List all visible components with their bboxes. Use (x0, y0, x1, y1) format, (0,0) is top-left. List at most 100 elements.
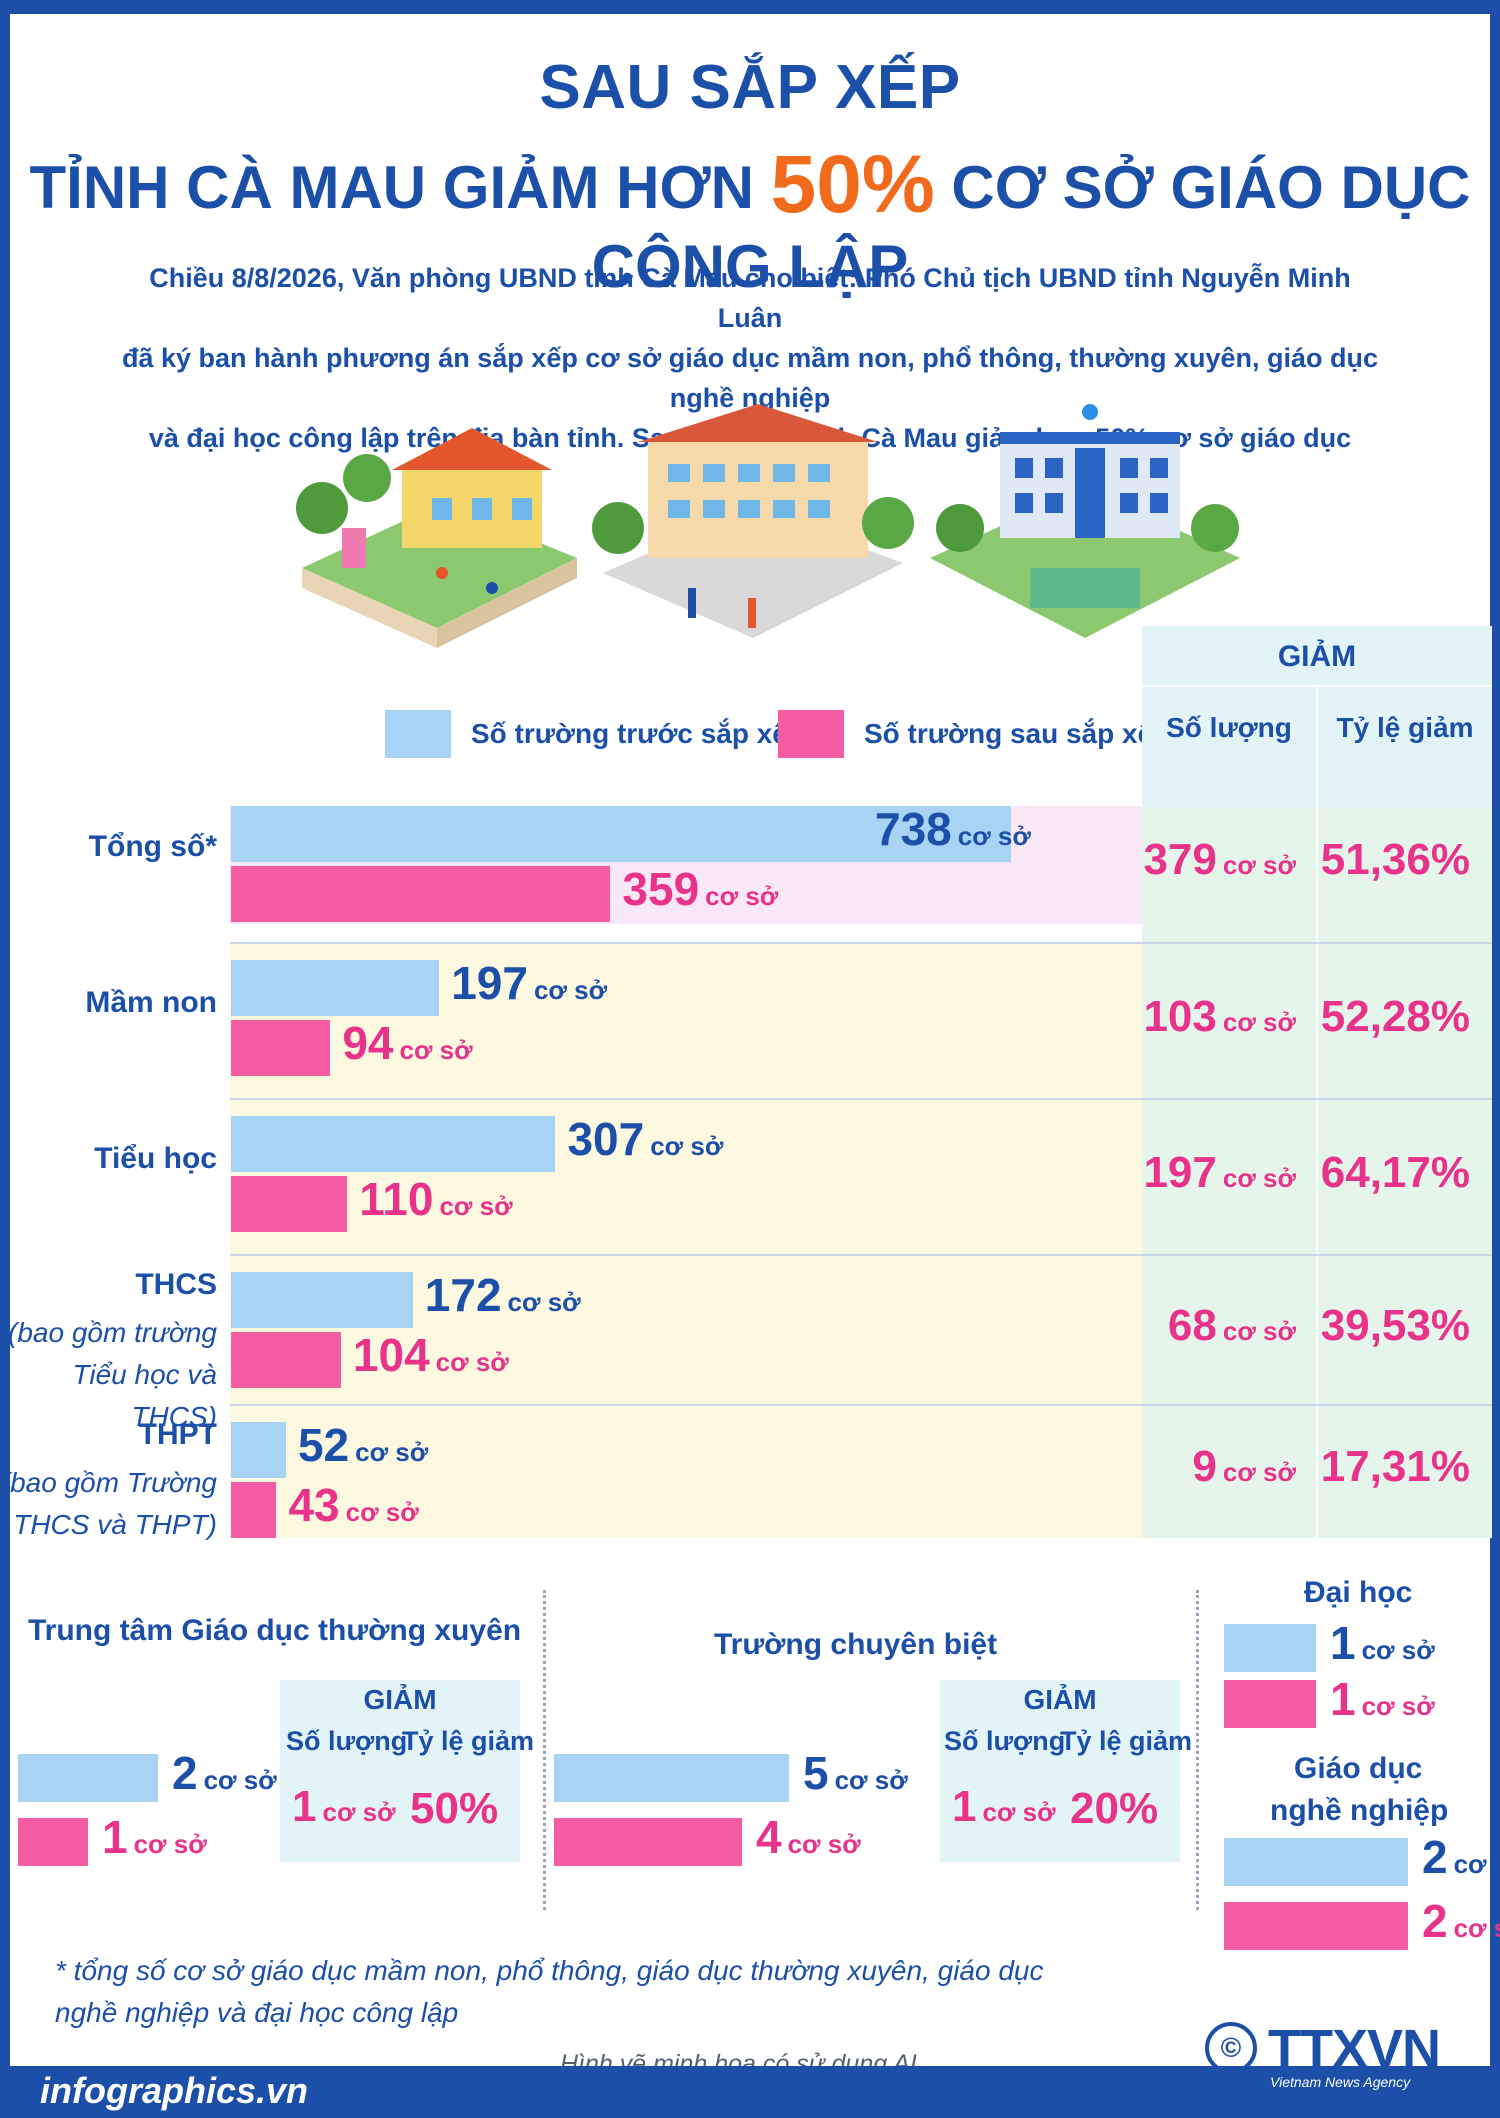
special-reduction-panel (940, 1680, 1180, 1862)
bar-before-label-number: 197 (451, 957, 528, 1009)
bar-before-label-number: 5 (803, 1747, 829, 1799)
bar-after-label: 4 cơ sở (756, 1810, 861, 1864)
bar-after (231, 866, 611, 922)
bar-before (231, 960, 440, 1016)
category-label: Tiểu học (94, 1142, 217, 1175)
reduction-count-number: 68 (1167, 1301, 1217, 1350)
bar-after-label: 2cơ sở (1422, 1894, 1500, 1948)
reduction-count-unit: cơ sở (1222, 1163, 1296, 1193)
vocational-title-line-2: nghề nghiệp (1270, 1794, 1449, 1827)
bar-after-label-unit: cơ sở (1361, 1691, 1435, 1721)
legend-after: Số trường sau sắp xếp (778, 710, 1170, 758)
bar-after (231, 1176, 348, 1232)
reduction-count-unit: cơ sở (1222, 1007, 1296, 1037)
category-sublabel: Tiểu học và THCS) (72, 1359, 218, 1432)
category-sublabel: (bao gồm Trường (0, 1467, 217, 1498)
reduction-rate: 17,31% (1320, 1442, 1470, 1491)
gdtx-title: Trung tâm Giáo dục thường xuyên (28, 1614, 522, 1647)
reduction-count-unit: cơ sở (322, 1797, 396, 1827)
reduction-column-divider (1316, 685, 1318, 1538)
reduction-rate-header: Tỷ lệ giảm (1336, 712, 1474, 743)
reduction-count-unit: cơ sở (1222, 850, 1296, 880)
bar-before-label-number: 1 (1330, 1617, 1356, 1669)
reduction-count-number: 103 (1143, 992, 1217, 1041)
bar-after-label-unit: cơ sở (399, 1035, 473, 1065)
bar-before-label-unit: cơ sở (1361, 1635, 1435, 1665)
special-reduction-header: GIẢM (1023, 1684, 1097, 1715)
gdtx-reduction-header: GIẢM (363, 1684, 437, 1715)
reduction-count-number: 9 (1192, 1442, 1217, 1491)
bar-after-label-number: 94 (342, 1017, 394, 1069)
bar-after-label-number: 43 (288, 1479, 340, 1531)
bar-before-label: 197 cơ sở (451, 956, 607, 1010)
title-line-2: TỈNH CÀ MAU GIẢM HƠN 50% CƠ SỞ GIÁO DỤC … (0, 138, 1500, 301)
bar-before (231, 1116, 556, 1172)
bar-after-label-unit: cơ sở (133, 1829, 207, 1859)
bar-after-label-number: 110 (359, 1173, 434, 1225)
bar-after-label: 1 cơ sở (102, 1810, 207, 1864)
category-sublabel: THCS và THPT) (13, 1509, 217, 1540)
bar-before-label-unit: cơ sở (533, 975, 608, 1005)
bar-after-label: 94 cơ sở (342, 1016, 472, 1070)
bar-before-label-unit: cơ sở (834, 1765, 908, 1795)
chart-row-background (230, 1406, 1142, 1538)
frame-left (0, 0, 10, 2118)
title-post: CƠ SỞ GIÁO DỤC CÔNG LẬP (591, 154, 1471, 300)
reduction-rate: 39,53% (1320, 1301, 1470, 1350)
chart-row-divider (230, 1254, 1492, 1256)
bar-before-label: 52 cơ sở (298, 1418, 428, 1472)
site-link[interactable]: infographics.vn (40, 2070, 309, 2111)
bar-before-label-number: 172 (424, 1269, 502, 1321)
reduction-count-unit: cơ sở (1222, 1457, 1296, 1487)
legend-after-swatch (778, 710, 844, 758)
special-count-header: Số lượng (944, 1726, 1066, 1756)
bar-before-label-number: 52 (297, 1419, 350, 1471)
reduction-count: 1 cơ sở (292, 1782, 396, 1832)
bar-after-label-unit: cơ sở (345, 1497, 419, 1527)
legend-before-swatch (385, 710, 451, 758)
bar-after (1224, 1680, 1316, 1728)
legend-before: Số trường trước sắp xếp (385, 710, 805, 758)
intro-line: Chiều 8/8/2026, Văn phòng UBND tỉnh Cà M… (149, 263, 1351, 333)
reduction-count-number: 197 (1143, 1148, 1217, 1197)
bar-after (231, 1332, 341, 1388)
section-divider (1196, 1590, 1199, 1910)
title-highlight: 50% (770, 139, 935, 230)
bar-before-label-unit: cơ sở (507, 1287, 581, 1317)
category-label: Tổng số* (88, 830, 217, 863)
reduction-count: 1 cơ sở (952, 1782, 1056, 1832)
bar-before (18, 1754, 158, 1802)
bar-before (231, 1422, 286, 1478)
frame-top (0, 0, 1500, 14)
bar-before-label-unit: cơ sở (355, 1437, 429, 1467)
bar-after-label-number: 359 (622, 863, 700, 915)
bar-after-label-number: 1 (1330, 1673, 1356, 1725)
bar-before (1224, 1838, 1408, 1886)
bar-before-label: 5 cơ sở (803, 1746, 908, 1800)
reduction-count-header: Số lượng (1166, 712, 1292, 743)
frame-bottom (0, 2066, 1500, 2118)
bar-after-label: 43 cơ sở (288, 1478, 418, 1532)
bar-before-label: 1 cơ sở (1330, 1616, 1435, 1670)
bar-before (1224, 1624, 1316, 1672)
bar-after (231, 1020, 331, 1076)
bar-before-label: 172 cơ sở (425, 1268, 581, 1322)
section-divider (543, 1590, 546, 1910)
title-pre: TỈNH CÀ MAU GIẢM HƠN (29, 154, 754, 221)
reduction-count-number: 1 (952, 1782, 977, 1831)
bar-before-label-unit: cơ sở (203, 1765, 277, 1795)
bar-after-label-number: 104 (352, 1329, 430, 1381)
bar-before (554, 1754, 789, 1802)
reduction-count: 103 cơ sở (1143, 992, 1296, 1042)
reduction-rate: 51,36% (1320, 835, 1470, 884)
vocational-title-line-1: Giáo dục (1294, 1752, 1423, 1785)
reduction-rate: 52,28% (1320, 992, 1470, 1041)
chart-row-divider (230, 1404, 1492, 1406)
reduction-count-number: 379 (1143, 835, 1217, 884)
bar-after (554, 1818, 742, 1866)
bar-after-label-number: 2 (1422, 1895, 1448, 1947)
bar-before (231, 1272, 413, 1328)
bar-before-label-unit: cơ sở (1453, 1849, 1500, 1879)
